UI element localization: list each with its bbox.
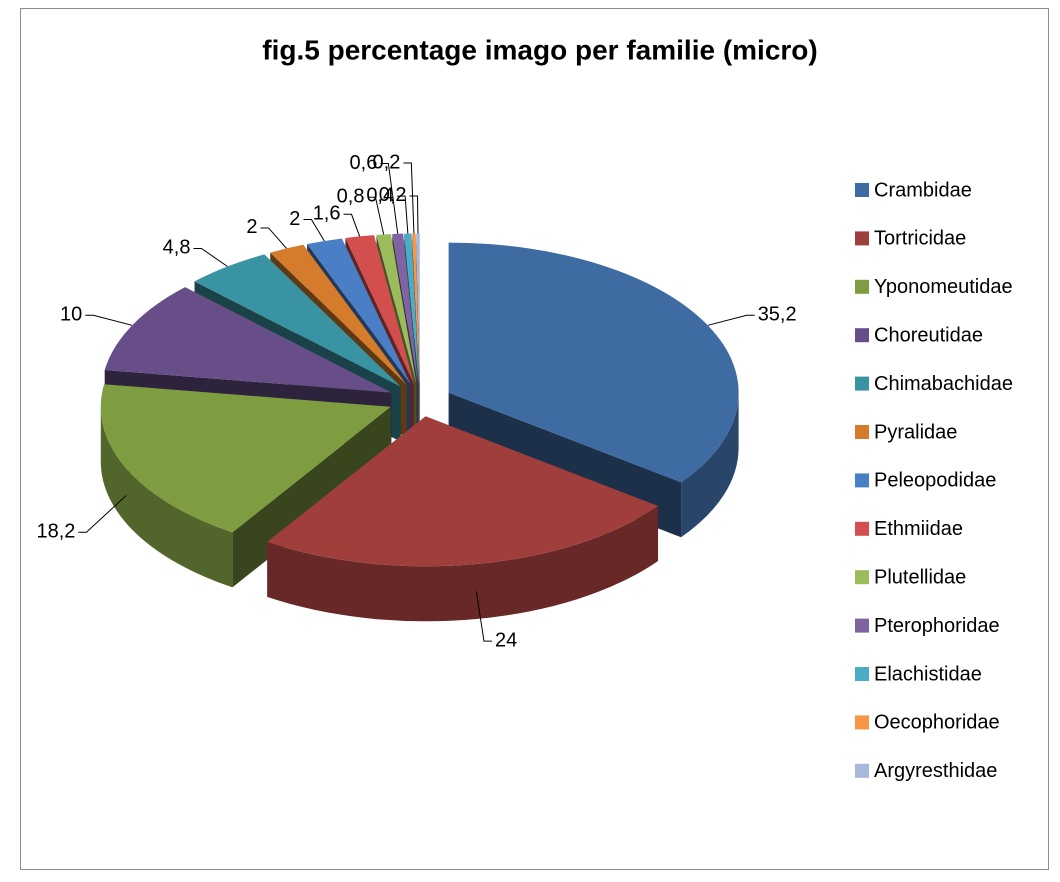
- data-label: 0,2: [373, 151, 401, 173]
- legend-swatch: [855, 231, 869, 246]
- leader-line: [475, 591, 492, 642]
- leader-line: [78, 495, 127, 533]
- slice: [100, 384, 391, 533]
- slice: [448, 242, 739, 483]
- chart-title: fig.5 percentage imago per familie (micr…: [262, 34, 817, 65]
- legend-label: Tortricidae: [874, 228, 966, 250]
- slice: [307, 238, 411, 385]
- legend-label: Chimabachidae: [874, 373, 1013, 395]
- legend-swatch: [855, 328, 869, 343]
- legend-swatch: [855, 715, 869, 730]
- data-label: 2: [246, 216, 257, 238]
- legend-label: Pterophoridae: [874, 615, 1000, 637]
- leader-line: [380, 163, 399, 234]
- legend-label: Choreutidae: [874, 324, 983, 346]
- slice: [194, 254, 401, 387]
- legend-label: Argyresthidae: [874, 760, 997, 782]
- legend-swatch: [855, 618, 869, 633]
- legend-swatch: [855, 279, 869, 294]
- slice: [392, 233, 418, 384]
- leader-line: [397, 195, 409, 234]
- legend-swatch: [855, 183, 869, 197]
- legend-swatch: [855, 667, 869, 681]
- data-label: 0,2: [379, 184, 407, 206]
- leader-line: [707, 314, 755, 326]
- data-label: 10: [60, 304, 82, 326]
- data-label: 0,6: [350, 152, 378, 174]
- legend-label: Pyralidae: [874, 421, 957, 443]
- legend-label: Yponomeutidae: [874, 276, 1013, 298]
- leader-line: [303, 218, 325, 242]
- leader-line: [260, 227, 287, 249]
- slice: [376, 234, 417, 384]
- legend-label: Oecophoridae: [874, 712, 1000, 734]
- leader-line: [367, 196, 385, 235]
- leader-line: [343, 213, 361, 237]
- slice: [416, 233, 420, 384]
- data-label: 0,4: [366, 184, 394, 206]
- data-label: 0,8: [337, 186, 365, 208]
- data-label: 18,2: [36, 521, 75, 543]
- data-label: 4,8: [163, 237, 191, 259]
- legend-label: Plutellidae: [874, 566, 966, 588]
- legend-label: Crambidae: [874, 179, 972, 201]
- slice: [267, 416, 659, 567]
- data-label: 2: [289, 208, 300, 230]
- leader-line: [193, 247, 228, 267]
- slice-outer-wall: [681, 392, 739, 538]
- slice: [404, 233, 419, 384]
- legend-swatch: [855, 570, 869, 585]
- slice: [104, 287, 392, 393]
- leader-line: [403, 162, 415, 234]
- leader-line: [409, 195, 419, 234]
- slice-outer-wall: [100, 406, 233, 588]
- legend-swatch: [855, 763, 869, 778]
- legend-swatch: [855, 425, 869, 439]
- legend-swatch: [855, 376, 869, 391]
- slice: [270, 244, 407, 385]
- legend-swatch: [855, 521, 869, 536]
- legend-swatch: [855, 473, 869, 488]
- slice-outer-wall: [267, 505, 659, 622]
- data-label: 24: [495, 629, 517, 651]
- data-label: 35,2: [758, 304, 797, 326]
- slice: [345, 235, 415, 384]
- legend-label: Elachistidae: [874, 663, 982, 685]
- legend-label: Peleopodidae: [874, 470, 996, 492]
- legend-label: Ethmiidae: [874, 518, 963, 540]
- slice: [412, 233, 420, 384]
- data-label: 1,6: [313, 203, 341, 225]
- leader-line: [85, 314, 133, 326]
